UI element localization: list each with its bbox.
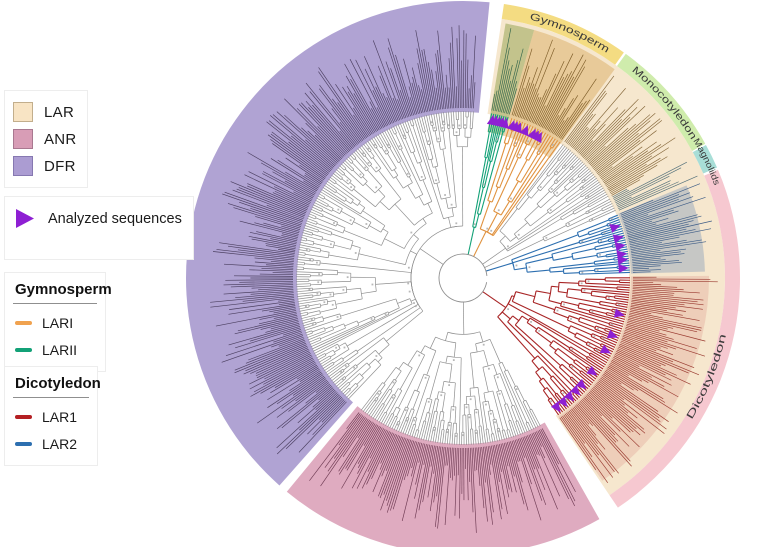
lari-line-swatch [15, 321, 32, 325]
legend-dicotyledon: Dicotyledon LAR1 LAR2 [4, 366, 101, 466]
legend-item-lar: LAR [13, 102, 81, 122]
analyzed-sequence-marker [606, 329, 618, 339]
anr-color-swatch [13, 129, 33, 149]
legend-item-dfr: DFR [13, 156, 81, 176]
outer-bands-layer [501, 4, 741, 508]
dfr-color-swatch [13, 156, 33, 176]
analyzed-sequence-marker [550, 401, 561, 413]
legend-item-anr: ANR [13, 129, 81, 149]
branches-layer [296, 110, 631, 445]
dicotyledon-header: Dicotyledon [13, 373, 101, 398]
legend-enzymes: LAR ANR DFR [4, 90, 88, 188]
lar2-label: LAR2 [42, 436, 78, 452]
analyzed-sequence-marker [569, 384, 581, 396]
legend-item-lar1: LAR1 [15, 409, 89, 425]
larii-line-swatch [15, 348, 32, 352]
analyzed-sequence-marker [612, 234, 624, 244]
analyzed-sequence-marker [533, 131, 542, 144]
legend-item-analyzed: Analyzed sequences [13, 207, 185, 230]
lar-label: LAR [44, 103, 75, 121]
legend-item-larii: LARII [15, 342, 97, 358]
analyzed-sequence-marker [513, 122, 522, 134]
analyzed-sequence-marker [614, 242, 626, 252]
lari-label: LARI [42, 315, 74, 331]
analyzed-sequence-marker [609, 224, 621, 233]
lar1-label: LAR1 [42, 409, 78, 425]
analyzed-sequence-marker [499, 117, 509, 129]
analyzed-sequence-marker [613, 308, 625, 318]
analyzed-sequence-marker [586, 365, 598, 376]
node-labels-layer [305, 120, 620, 438]
analyzed-sequence-marker [575, 378, 587, 390]
lar2-line-swatch [15, 442, 32, 446]
taxon-labels-layer [210, 25, 718, 533]
lar1-line-swatch [15, 415, 32, 419]
analyzed-sequence-marker [617, 255, 628, 265]
legend-item-lari: LARI [15, 315, 97, 331]
legend-analyzed: Analyzed sequences [4, 196, 194, 260]
analyzed-triangle-icon [16, 209, 34, 228]
analyzed-sequence-marker [563, 390, 575, 402]
analyzed-sequence-marker [519, 125, 529, 137]
analyzed-label: Analyzed sequences [48, 210, 182, 227]
analyzed-sequence-marker [557, 396, 568, 408]
legend-gymnosperm: Gymnosperm LARI LARII [4, 272, 112, 372]
larii-label: LARII [42, 342, 78, 358]
lar-color-swatch [13, 102, 33, 122]
legend-item-lar2: LAR2 [15, 436, 89, 452]
analyzed-triangle-shape [16, 209, 34, 228]
analyzed-markers-layer [486, 114, 629, 413]
gymnosperm-header: Gymnosperm [13, 279, 112, 304]
analyzed-sequence-marker [618, 263, 629, 274]
analyzed-sequence-marker [599, 344, 611, 354]
anr-label: ANR [44, 130, 77, 148]
dfr-label: DFR [44, 157, 76, 175]
